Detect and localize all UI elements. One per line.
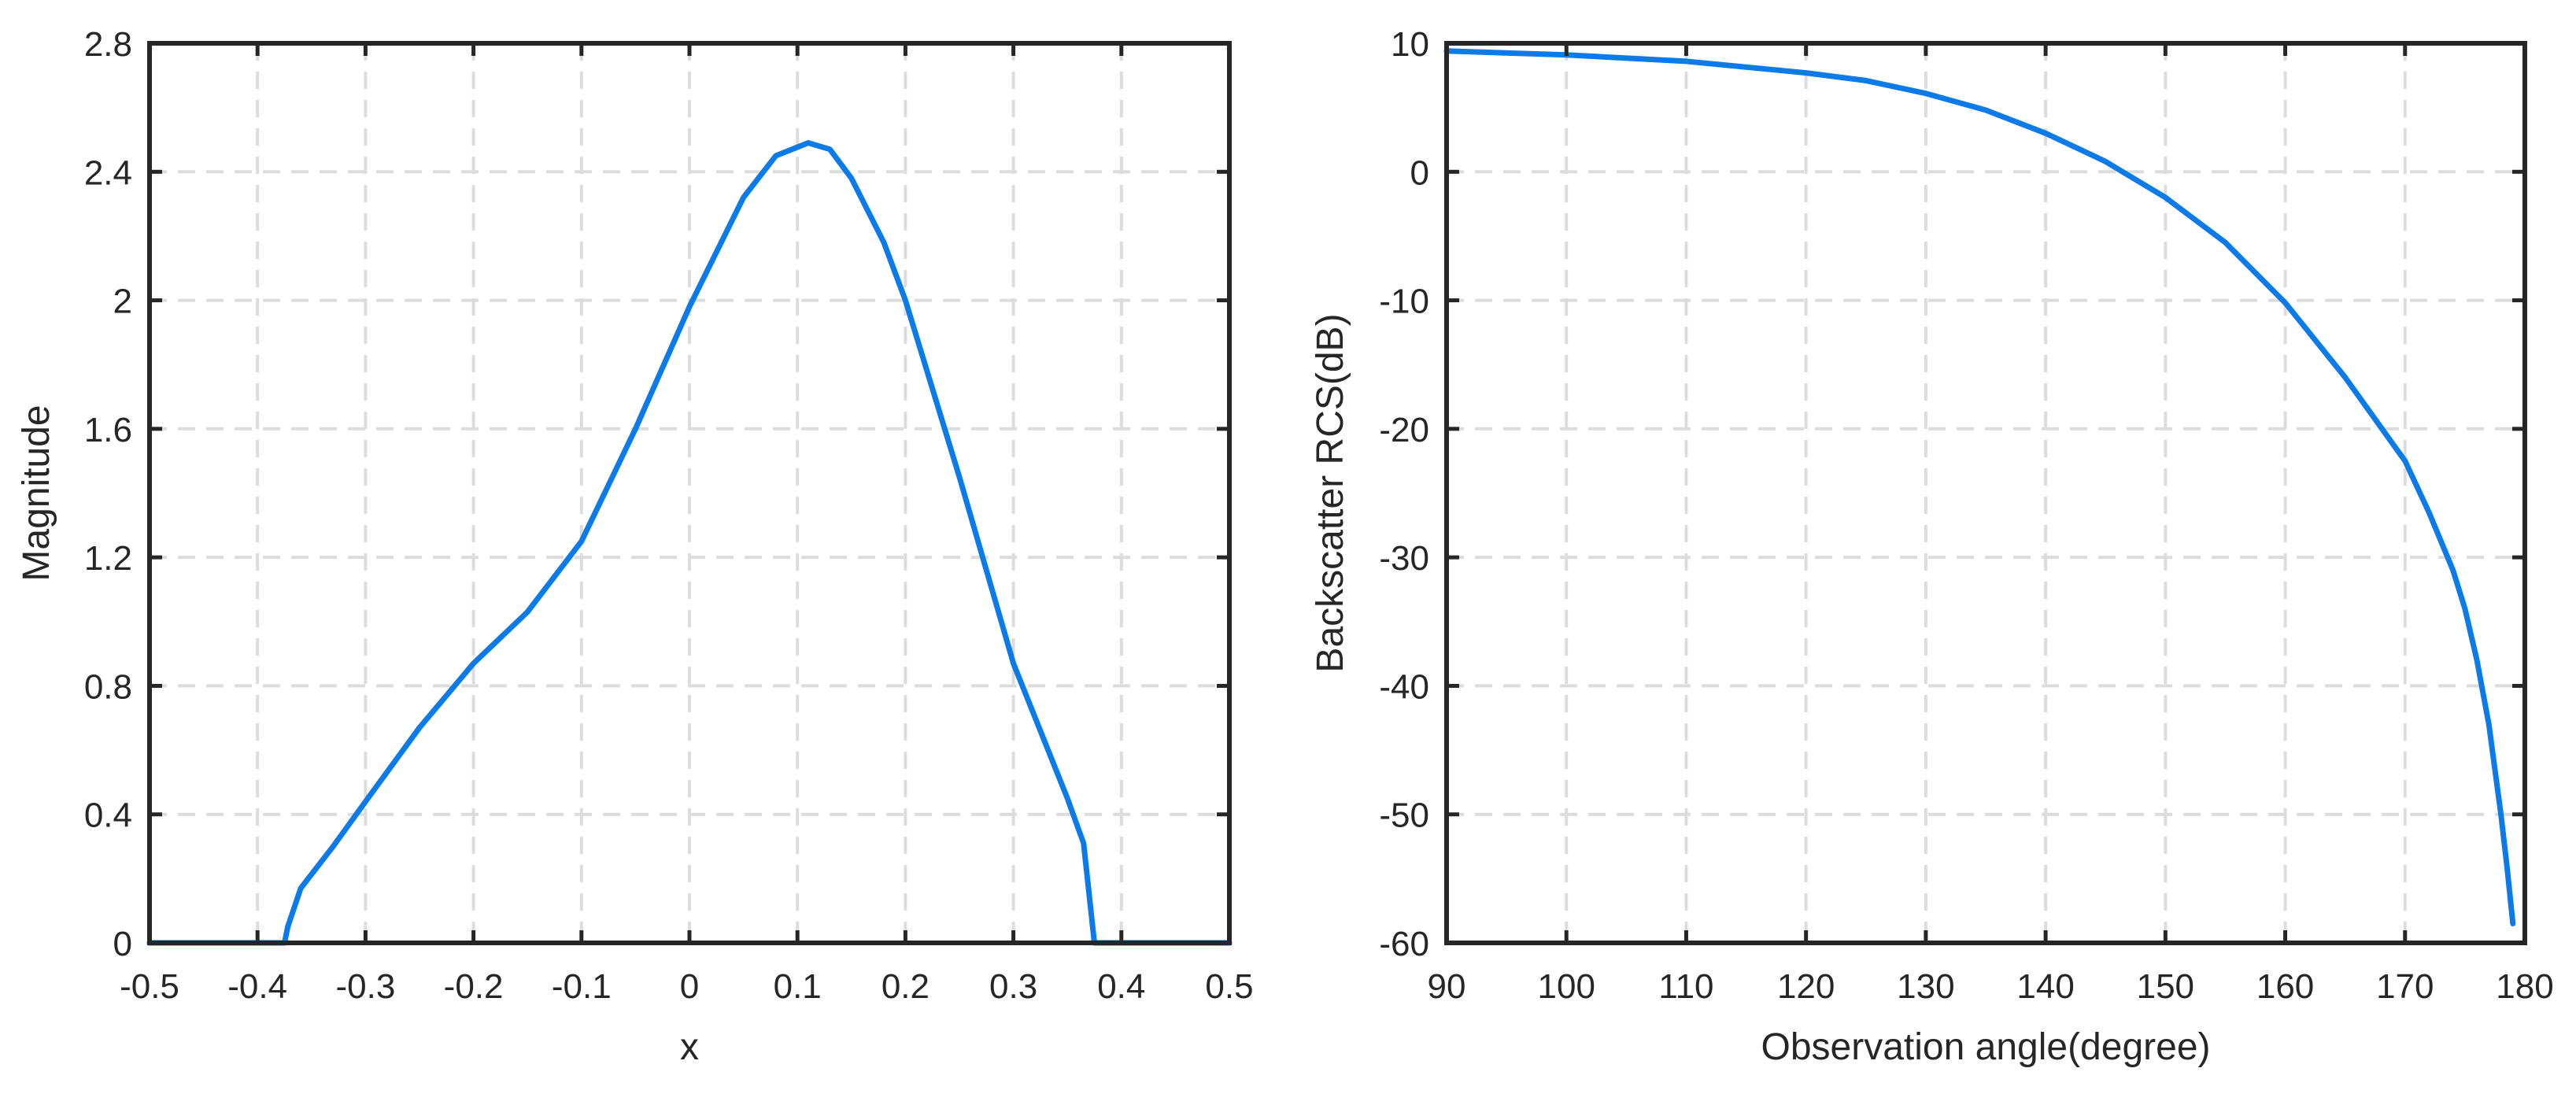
- chart-2-y-axis-label: Backscatter RCS(dB): [1310, 313, 1351, 672]
- chart-1-y-axis-label: Magnitude: [16, 405, 57, 581]
- chart-1-y-tick-label: 0.8: [84, 667, 132, 706]
- chart-2-x-tick-label: 120: [1777, 967, 1835, 1006]
- chart-1-x-tick-label: -0.5: [120, 967, 179, 1006]
- chart-2-x-tick-label: 180: [2496, 967, 2553, 1006]
- chart-2-y-tick-label: -50: [1379, 796, 1429, 835]
- chart-1-x-tick-label: 0.2: [881, 967, 930, 1006]
- chart-1-x-tick-label: -0.1: [552, 967, 612, 1006]
- chart-2-x-tick-label: 130: [1897, 967, 1954, 1006]
- chart-2-x-tick-label: 90: [1428, 967, 1466, 1006]
- chart-1-y-tick-label: 2.4: [84, 153, 132, 192]
- chart-1-y-tick-label: 1.2: [84, 539, 132, 578]
- chart-1-x-tick-label: -0.2: [444, 967, 504, 1006]
- chart-2-y-tick-label: 10: [1391, 25, 1429, 64]
- chart-2-x-tick-label: 140: [2016, 967, 2074, 1006]
- chart-1-y-tick-label: 2: [113, 283, 132, 321]
- chart-2-x-tick-label: 100: [1538, 967, 1595, 1006]
- chart-2-x-tick-label: 170: [2376, 967, 2434, 1006]
- chart-1-series-line: [146, 140, 1233, 946]
- magnitude-plot: -0.5 -0.4 -0.3 -0.2 -0.1 0 0.1 0.2 0.3 0.4 0.5 0 0.4…: [16, 25, 1254, 1068]
- chart-1-x-tick-label: 0.1: [774, 967, 822, 1006]
- chart-1-x-tick-label: -0.3: [335, 967, 395, 1006]
- chart-2-y-tick-label: -10: [1379, 283, 1429, 321]
- chart-1-x-tick-label: 0.3: [989, 967, 1037, 1006]
- chart-1-x-axis-label: x: [680, 1026, 699, 1068]
- chart-2-y-tick-label: -60: [1379, 925, 1429, 963]
- chart-2-y-tick-label: -20: [1379, 411, 1429, 449]
- chart-1-x-tick-label: -0.4: [227, 967, 287, 1006]
- chart-1-x-tick-label: 0.4: [1097, 967, 1145, 1006]
- chart-2-y-tick-label: 0: [1410, 153, 1429, 192]
- chart-1-y-tick-label: 1.6: [84, 411, 132, 449]
- chart-1-x-tick-label: 0.5: [1205, 967, 1253, 1006]
- chart-2-y-tick-label: -40: [1379, 667, 1429, 706]
- chart-1-y-tick-label: 0.4: [84, 796, 132, 835]
- chart-2-x-axis-label: Observation angle(degree): [1761, 1026, 2210, 1068]
- chart-1-x-tick-label: 0: [680, 967, 699, 1006]
- chart-2-y-tick-label: -30: [1379, 539, 1429, 578]
- chart-2-series-line: [1443, 48, 2516, 926]
- chart-2-axes-frame: [1444, 41, 2527, 945]
- chart-2-x-tick-label: 110: [1658, 967, 1713, 1006]
- backscatter-rcs-plot: 90 100 110 120 130 140 150 160 170 180-60-50-40-3…: [1310, 25, 2554, 1068]
- chart-1-y-tick-label: 0: [113, 925, 132, 963]
- chart-1-y-tick-label: 2.8: [84, 25, 132, 64]
- chart-2-x-tick-label: 160: [2256, 967, 2314, 1006]
- chart-2-x-tick-label: 150: [2137, 967, 2194, 1006]
